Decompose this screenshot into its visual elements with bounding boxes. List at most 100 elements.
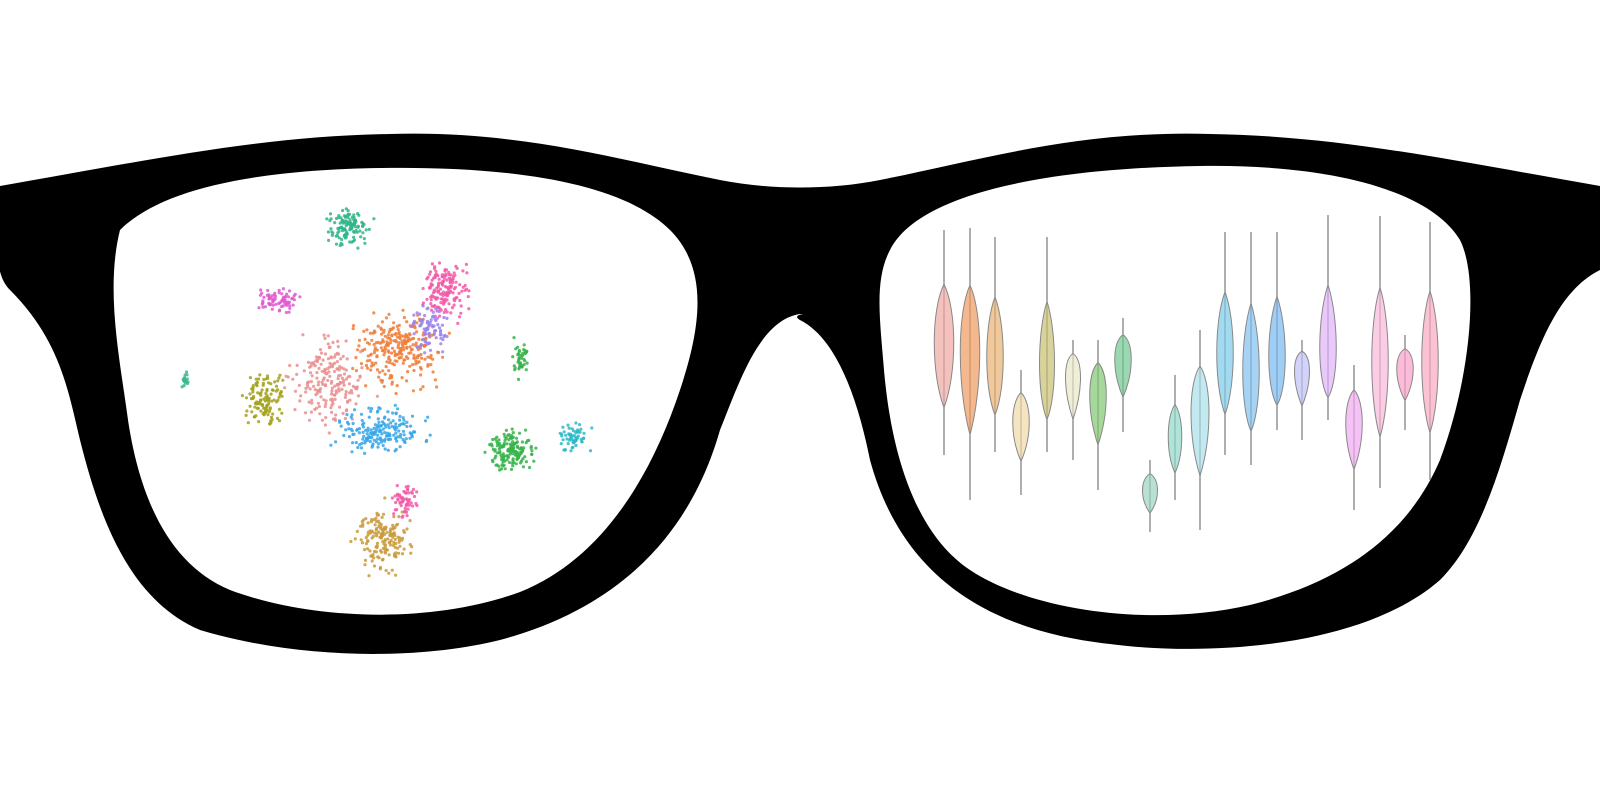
scatter-point xyxy=(364,363,369,368)
scatter-point xyxy=(387,369,391,373)
scatter-point xyxy=(400,376,404,380)
scatter-point xyxy=(390,346,395,350)
scatter-point xyxy=(366,426,370,430)
scatter-point xyxy=(440,323,444,327)
scatter-point xyxy=(322,333,326,337)
scatter-point xyxy=(283,301,287,305)
scatter-point xyxy=(348,374,352,379)
scatter-point xyxy=(381,443,385,448)
scatter-point xyxy=(315,391,319,395)
scatter-point xyxy=(378,567,382,571)
scatter-point xyxy=(357,431,361,435)
scatter-point xyxy=(310,401,314,405)
scatter-point xyxy=(370,407,374,411)
scatter-point xyxy=(524,460,529,464)
scatter-point xyxy=(352,408,357,412)
scatter-point xyxy=(495,463,499,467)
scatter-point xyxy=(344,377,348,381)
violin-body xyxy=(1167,403,1183,475)
scatter-point xyxy=(346,400,350,404)
scatter-point xyxy=(439,336,443,340)
scatter-point xyxy=(183,373,187,377)
scatter-point xyxy=(281,287,285,291)
scatter-point xyxy=(327,238,331,242)
scatter-point xyxy=(438,314,442,318)
scatter-point xyxy=(361,231,365,235)
scatter-point xyxy=(515,440,520,444)
scatter-point xyxy=(501,452,505,456)
scatter-point xyxy=(375,544,379,548)
scatter-point xyxy=(564,433,568,437)
scatter-point xyxy=(387,312,391,316)
scatter-point xyxy=(333,384,337,388)
scatter-point xyxy=(315,371,319,375)
scatter-point xyxy=(349,388,353,393)
scatter-point xyxy=(384,525,388,529)
scatter-point xyxy=(268,407,272,411)
scatter-point xyxy=(405,339,409,343)
scatter-point xyxy=(342,433,346,438)
scatter-point xyxy=(427,331,431,335)
scatter-point xyxy=(415,490,419,494)
scatter-point xyxy=(428,433,432,437)
scatter-point xyxy=(329,392,334,396)
scatter-point xyxy=(434,269,438,273)
scatter-point xyxy=(261,305,265,309)
scatter-point xyxy=(514,449,518,453)
scatter-point xyxy=(288,304,292,308)
scatter-point xyxy=(387,426,391,430)
scatter-point xyxy=(252,394,256,399)
scatter-point xyxy=(425,326,429,331)
scatter-point xyxy=(276,379,280,383)
scatter-point xyxy=(565,437,569,441)
scatter-point xyxy=(525,361,529,365)
scatter-point xyxy=(389,338,393,342)
scatter-point xyxy=(510,427,514,431)
scatter-point xyxy=(377,525,381,529)
scatter-point xyxy=(305,382,309,387)
scatter-point xyxy=(509,445,513,449)
scatter-point xyxy=(259,409,263,413)
scatter-point xyxy=(326,357,331,361)
scatter-point xyxy=(405,502,409,506)
scatter-point xyxy=(572,429,576,433)
scatter-point xyxy=(401,334,405,338)
scatter-point xyxy=(451,291,455,295)
violin-body xyxy=(1089,361,1107,447)
scatter-point xyxy=(447,331,451,335)
scatter-point xyxy=(360,419,364,423)
scatter-point xyxy=(534,446,538,450)
scatter-point xyxy=(569,449,573,453)
scatter-point xyxy=(483,450,487,454)
scatter-point xyxy=(363,441,367,445)
scatter-point xyxy=(532,459,536,463)
scatter-point xyxy=(284,295,288,299)
scatter-point xyxy=(421,301,425,305)
scatter-point xyxy=(392,552,397,556)
scatter-point xyxy=(287,310,291,314)
scatter-point xyxy=(364,384,368,388)
scatter-point xyxy=(352,238,357,242)
scatter-point xyxy=(588,449,593,453)
scatter-point xyxy=(389,437,393,441)
scatter-point xyxy=(299,394,303,398)
scatter-point xyxy=(312,384,316,388)
scatter-point xyxy=(388,341,392,345)
scatter-point xyxy=(351,324,356,328)
scatter-point xyxy=(273,297,277,301)
scatter-point xyxy=(370,559,374,563)
scatter-point xyxy=(516,353,520,357)
scatter-point xyxy=(385,431,389,435)
scatter-point xyxy=(354,228,358,232)
scatter-point xyxy=(310,374,314,378)
scatter-point xyxy=(581,436,585,440)
scatter-point xyxy=(392,349,397,353)
scatter-point xyxy=(383,439,387,443)
scatter-point xyxy=(452,297,456,301)
scatter-point xyxy=(412,319,417,323)
scatter-point xyxy=(382,330,386,334)
scatter-point xyxy=(185,377,189,381)
scatter-point xyxy=(264,391,268,396)
scatter-point xyxy=(502,463,506,467)
scatter-point xyxy=(293,292,297,296)
